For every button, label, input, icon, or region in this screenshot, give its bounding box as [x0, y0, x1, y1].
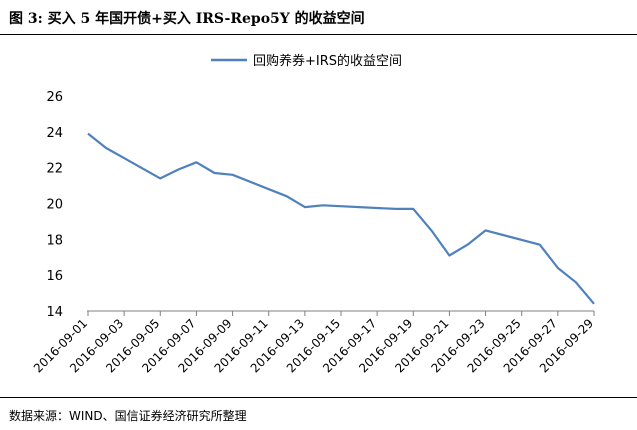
series-points — [87, 133, 595, 304]
series-line — [87, 132, 595, 305]
y-tick-label: 26 — [46, 90, 63, 105]
legend-label: 回购养券+IRS的收益空间 — [253, 53, 402, 69]
x-axis: 2016-09-012016-09-032016-09-052016-09-07… — [31, 311, 596, 375]
y-tick-label: 20 — [46, 198, 63, 213]
legend: 回购养券+IRS的收益空间 — [211, 53, 402, 69]
source-divider — [0, 397, 637, 398]
source-note: 数据来源：WIND、国信证券经济研究所整理 — [9, 409, 247, 423]
y-tick-label: 22 — [46, 162, 63, 177]
y-tick-label: 24 — [46, 126, 63, 141]
y-axis: 14 16 18 20 22 24 26 — [46, 90, 63, 320]
y-tick-label: 18 — [46, 233, 63, 248]
y-tick-label: 16 — [46, 269, 63, 284]
line-chart: 回购养券+IRS的收益空间 14 16 18 20 22 24 26 2016-09-012… — [31, 53, 596, 375]
caption-divider — [0, 34, 637, 35]
y-tick-label: 14 — [46, 305, 63, 320]
figure-caption: 图 3: 买入 5 年国开债+买入 IRS-Repo5Y 的收益空间 — [9, 11, 365, 27]
